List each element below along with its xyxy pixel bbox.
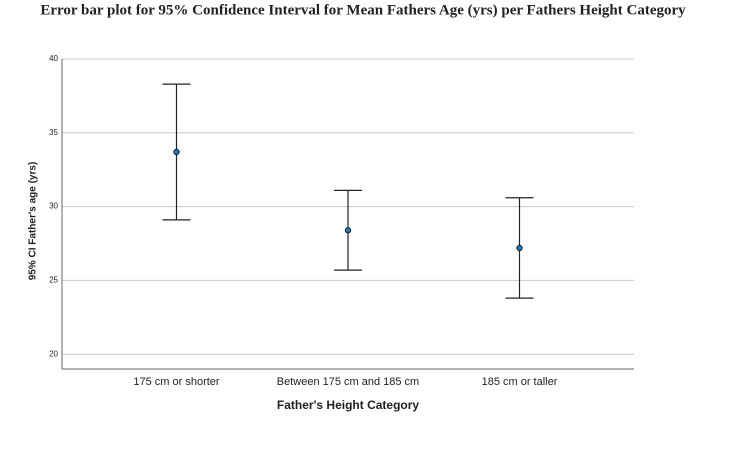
chart-title: Error bar plot for 95% Confidence Interv… bbox=[40, 2, 686, 18]
y-tick-label: 35 bbox=[49, 128, 58, 137]
y-tick-label: 25 bbox=[49, 276, 58, 285]
mean-point bbox=[173, 148, 180, 156]
x-axis-label: Father's Height Category bbox=[277, 398, 420, 412]
x-tick-label: 175 cm or shorter bbox=[133, 376, 220, 388]
y-tick-label: 20 bbox=[49, 349, 58, 358]
mean-point bbox=[344, 227, 352, 234]
y-tick-label: 40 bbox=[49, 54, 58, 63]
y-tick-label: 30 bbox=[49, 202, 58, 211]
y-axis-label: 95% CI Father's age (yrs) bbox=[28, 162, 39, 281]
x-tick-label: Between 175 cm and 185 cm bbox=[277, 376, 419, 388]
mean-point bbox=[516, 244, 523, 252]
x-tick-label: 185 cm or taller bbox=[482, 376, 558, 388]
